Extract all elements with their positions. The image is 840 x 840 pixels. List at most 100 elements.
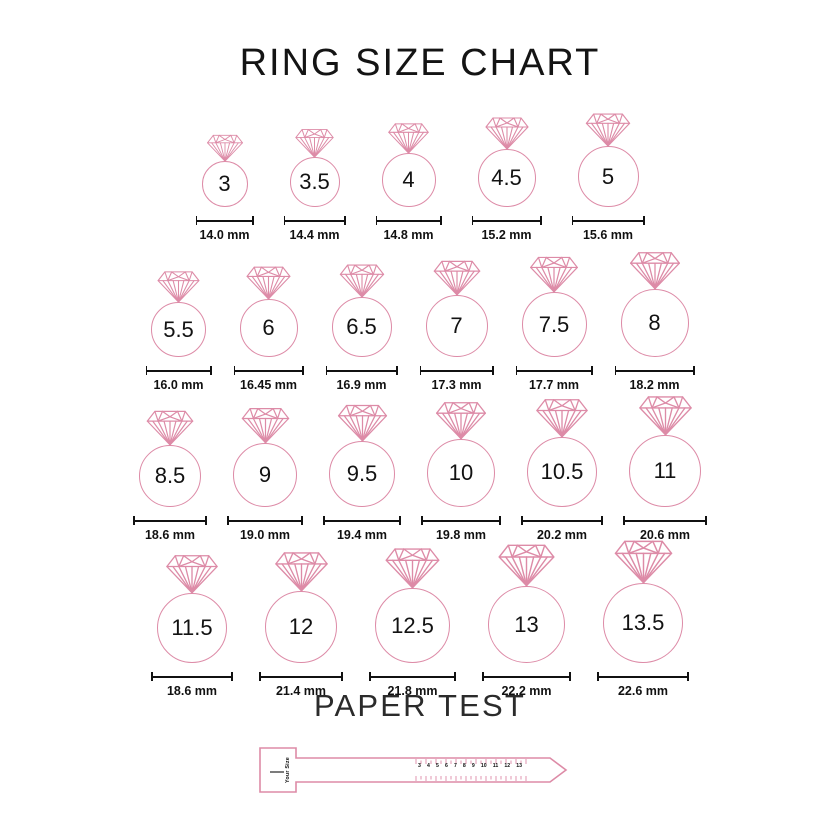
diamond-icon (334, 401, 391, 447)
dimension-bar (419, 370, 494, 372)
size-row-2: 5.5 16.0 mm 6 16.45 mm 6.5 16.9 mm 7 17.3 mm 7.5… (0, 248, 840, 392)
dimension-bar (623, 520, 707, 522)
diamond-icon (336, 261, 388, 303)
ring-graphic: 11 (629, 392, 701, 507)
dimension-measure-label: 16.0 mm (153, 378, 204, 392)
diamond-icon (494, 540, 559, 592)
dimension-line (623, 516, 707, 525)
dimension-cap-right (569, 672, 571, 681)
ring-size-cell[interactable]: 12 21.4 mm (259, 548, 343, 698)
ring-graphic: 9 (233, 404, 297, 507)
dimension-measure-label: 14.8 mm (383, 228, 434, 242)
ring-size-cell[interactable]: 9 19.0 mm (227, 404, 303, 542)
dimension-line (151, 672, 233, 681)
dimension-bar (145, 370, 212, 372)
dimension-annotation: 17.3 mm (419, 366, 494, 392)
ring-size-cell[interactable]: 4 14.8 mm (375, 120, 442, 242)
paper-test-title: PAPER TEST (313, 688, 527, 723)
dimension-bar (259, 676, 343, 678)
ring-size-cell[interactable]: 13.5 22.6 mm (597, 536, 689, 698)
ring-size-label: 11.5 (171, 615, 213, 640)
ring-size-cell[interactable]: 6.5 16.9 mm (325, 261, 398, 392)
ring-size-label: 3 (218, 171, 231, 196)
diamond-icon (154, 268, 203, 308)
diamond-icon (532, 395, 592, 443)
ring-size-cell[interactable]: 6 16.45 mm (233, 263, 304, 392)
dimension-annotation: 15.2 mm (471, 216, 542, 242)
dimension-line (283, 216, 346, 225)
ring-size-cell[interactable]: 11 20.6 mm (623, 392, 707, 542)
ring-size-cell[interactable]: 7 17.3 mm (419, 257, 494, 392)
dimension-annotation: 16.45 mm (233, 366, 304, 392)
ring-size-cell[interactable]: 4.5 15.2 mm (471, 114, 542, 242)
dimension-bar (227, 520, 303, 522)
dimension-measure-label: 15.2 mm (481, 228, 532, 242)
ring-band-icon: 5 (577, 146, 639, 207)
ring-size-cell[interactable]: 12.5 21.8 mm (369, 544, 456, 698)
dimension-annotation: 18.6 mm (151, 672, 233, 698)
ring-size-label: 3.5 (299, 169, 330, 194)
ring-size-label: 4 (402, 167, 415, 192)
dimension-measure-label: 22.6 mm (617, 684, 669, 698)
ring-size-cell[interactable]: 13 22.2 mm (482, 540, 571, 698)
ring-size-cell[interactable]: 8.5 18.6 mm (133, 407, 207, 542)
ring-size-cell[interactable]: 10 19.8 mm (421, 398, 501, 542)
ring-band-icon: 13 (488, 586, 565, 663)
ring-graphic: 10 (427, 398, 495, 507)
ring-size-cell[interactable]: 9.5 19.4 mm (323, 401, 401, 542)
dimension-line (521, 516, 603, 525)
dimension-bar (133, 520, 207, 522)
ring-graphic: 10.5 (527, 395, 597, 507)
ring-size-label: 13 (514, 611, 539, 637)
ring-size-cell[interactable]: 5.5 16.0 mm (145, 268, 212, 392)
ring-size-label: 7 (450, 313, 463, 338)
ring-graphic: 12.5 (375, 544, 450, 663)
diamond-icon (626, 248, 684, 295)
ring-size-label: 12 (288, 614, 314, 639)
dimension-bar (597, 676, 689, 678)
diamond-icon (238, 404, 293, 449)
dimension-annotation: 15.6 mm (571, 216, 645, 242)
size-row-3: 8.5 18.6 mm 9 19.0 mm 9.5 19.4 mm 10 19.8 mm 10.… (0, 392, 840, 542)
ring-graphic: 8 (620, 248, 689, 357)
ring-size-label: 5.5 (163, 316, 194, 342)
ring-size-cell[interactable]: 7.5 17.7 mm (515, 253, 593, 392)
ring-band-icon: 13.5 (603, 583, 683, 663)
ring-graphic: 9.5 (329, 401, 395, 507)
dimension-line (227, 516, 303, 525)
dimension-measure-label: 15.6 mm (582, 228, 634, 242)
ring-size-cell[interactable]: 11.5 18.6 mm (151, 551, 233, 698)
dimension-measure-label: 21.4 mm (275, 684, 327, 698)
dimension-cap-right (692, 366, 695, 375)
ring-graphic: 13 (488, 540, 565, 663)
ring-size-cell[interactable]: 10.5 20.2 mm (521, 395, 603, 542)
dimension-measure-label: 18.2 mm (629, 378, 680, 392)
dimension-cap-right (439, 216, 442, 225)
ring-graphic: 3 (201, 132, 248, 207)
dimension-annotation: 17.7 mm (515, 366, 593, 392)
dimension-annotation: 20.2 mm (521, 516, 603, 542)
ring-size-label: 9.5 (346, 461, 378, 486)
dimension-annotation: 21.8 mm (369, 672, 456, 698)
ring-graphic: 7.5 (521, 253, 587, 357)
dimension-measure-label: 22.2 mm (501, 684, 552, 698)
dimension-annotation: 18.2 mm (614, 366, 695, 392)
ring-size-label: 5 (601, 163, 615, 189)
ring-size-label: 11 (653, 458, 677, 483)
dimension-cap-right (341, 672, 343, 681)
ring-graphic: 5.5 (151, 268, 206, 357)
ring-size-cell[interactable]: 8 18.2 mm (614, 248, 695, 392)
dimension-annotation: 19.8 mm (421, 516, 501, 542)
paper-test-section: Your Size 3 4 5 6 7 8 9 10 11 12 13 (0, 742, 840, 798)
paper-strip-icon: Your Size 3 4 5 6 7 8 9 10 11 12 13 (250, 742, 590, 798)
ring-size-cell[interactable]: 3.5 14.4 mm (283, 126, 346, 242)
ring-band-icon: 3 (201, 161, 248, 207)
dimension-cap-right (301, 366, 304, 375)
dimension-bar (571, 220, 645, 222)
dimension-line (419, 366, 494, 375)
ring-size-cell[interactable]: 3 14.0 mm (195, 132, 254, 242)
diamond-icon (243, 263, 294, 305)
diamond-icon (162, 551, 222, 599)
dimension-line (597, 672, 689, 681)
ring-size-cell[interactable]: 5 15.6 mm (571, 110, 645, 242)
